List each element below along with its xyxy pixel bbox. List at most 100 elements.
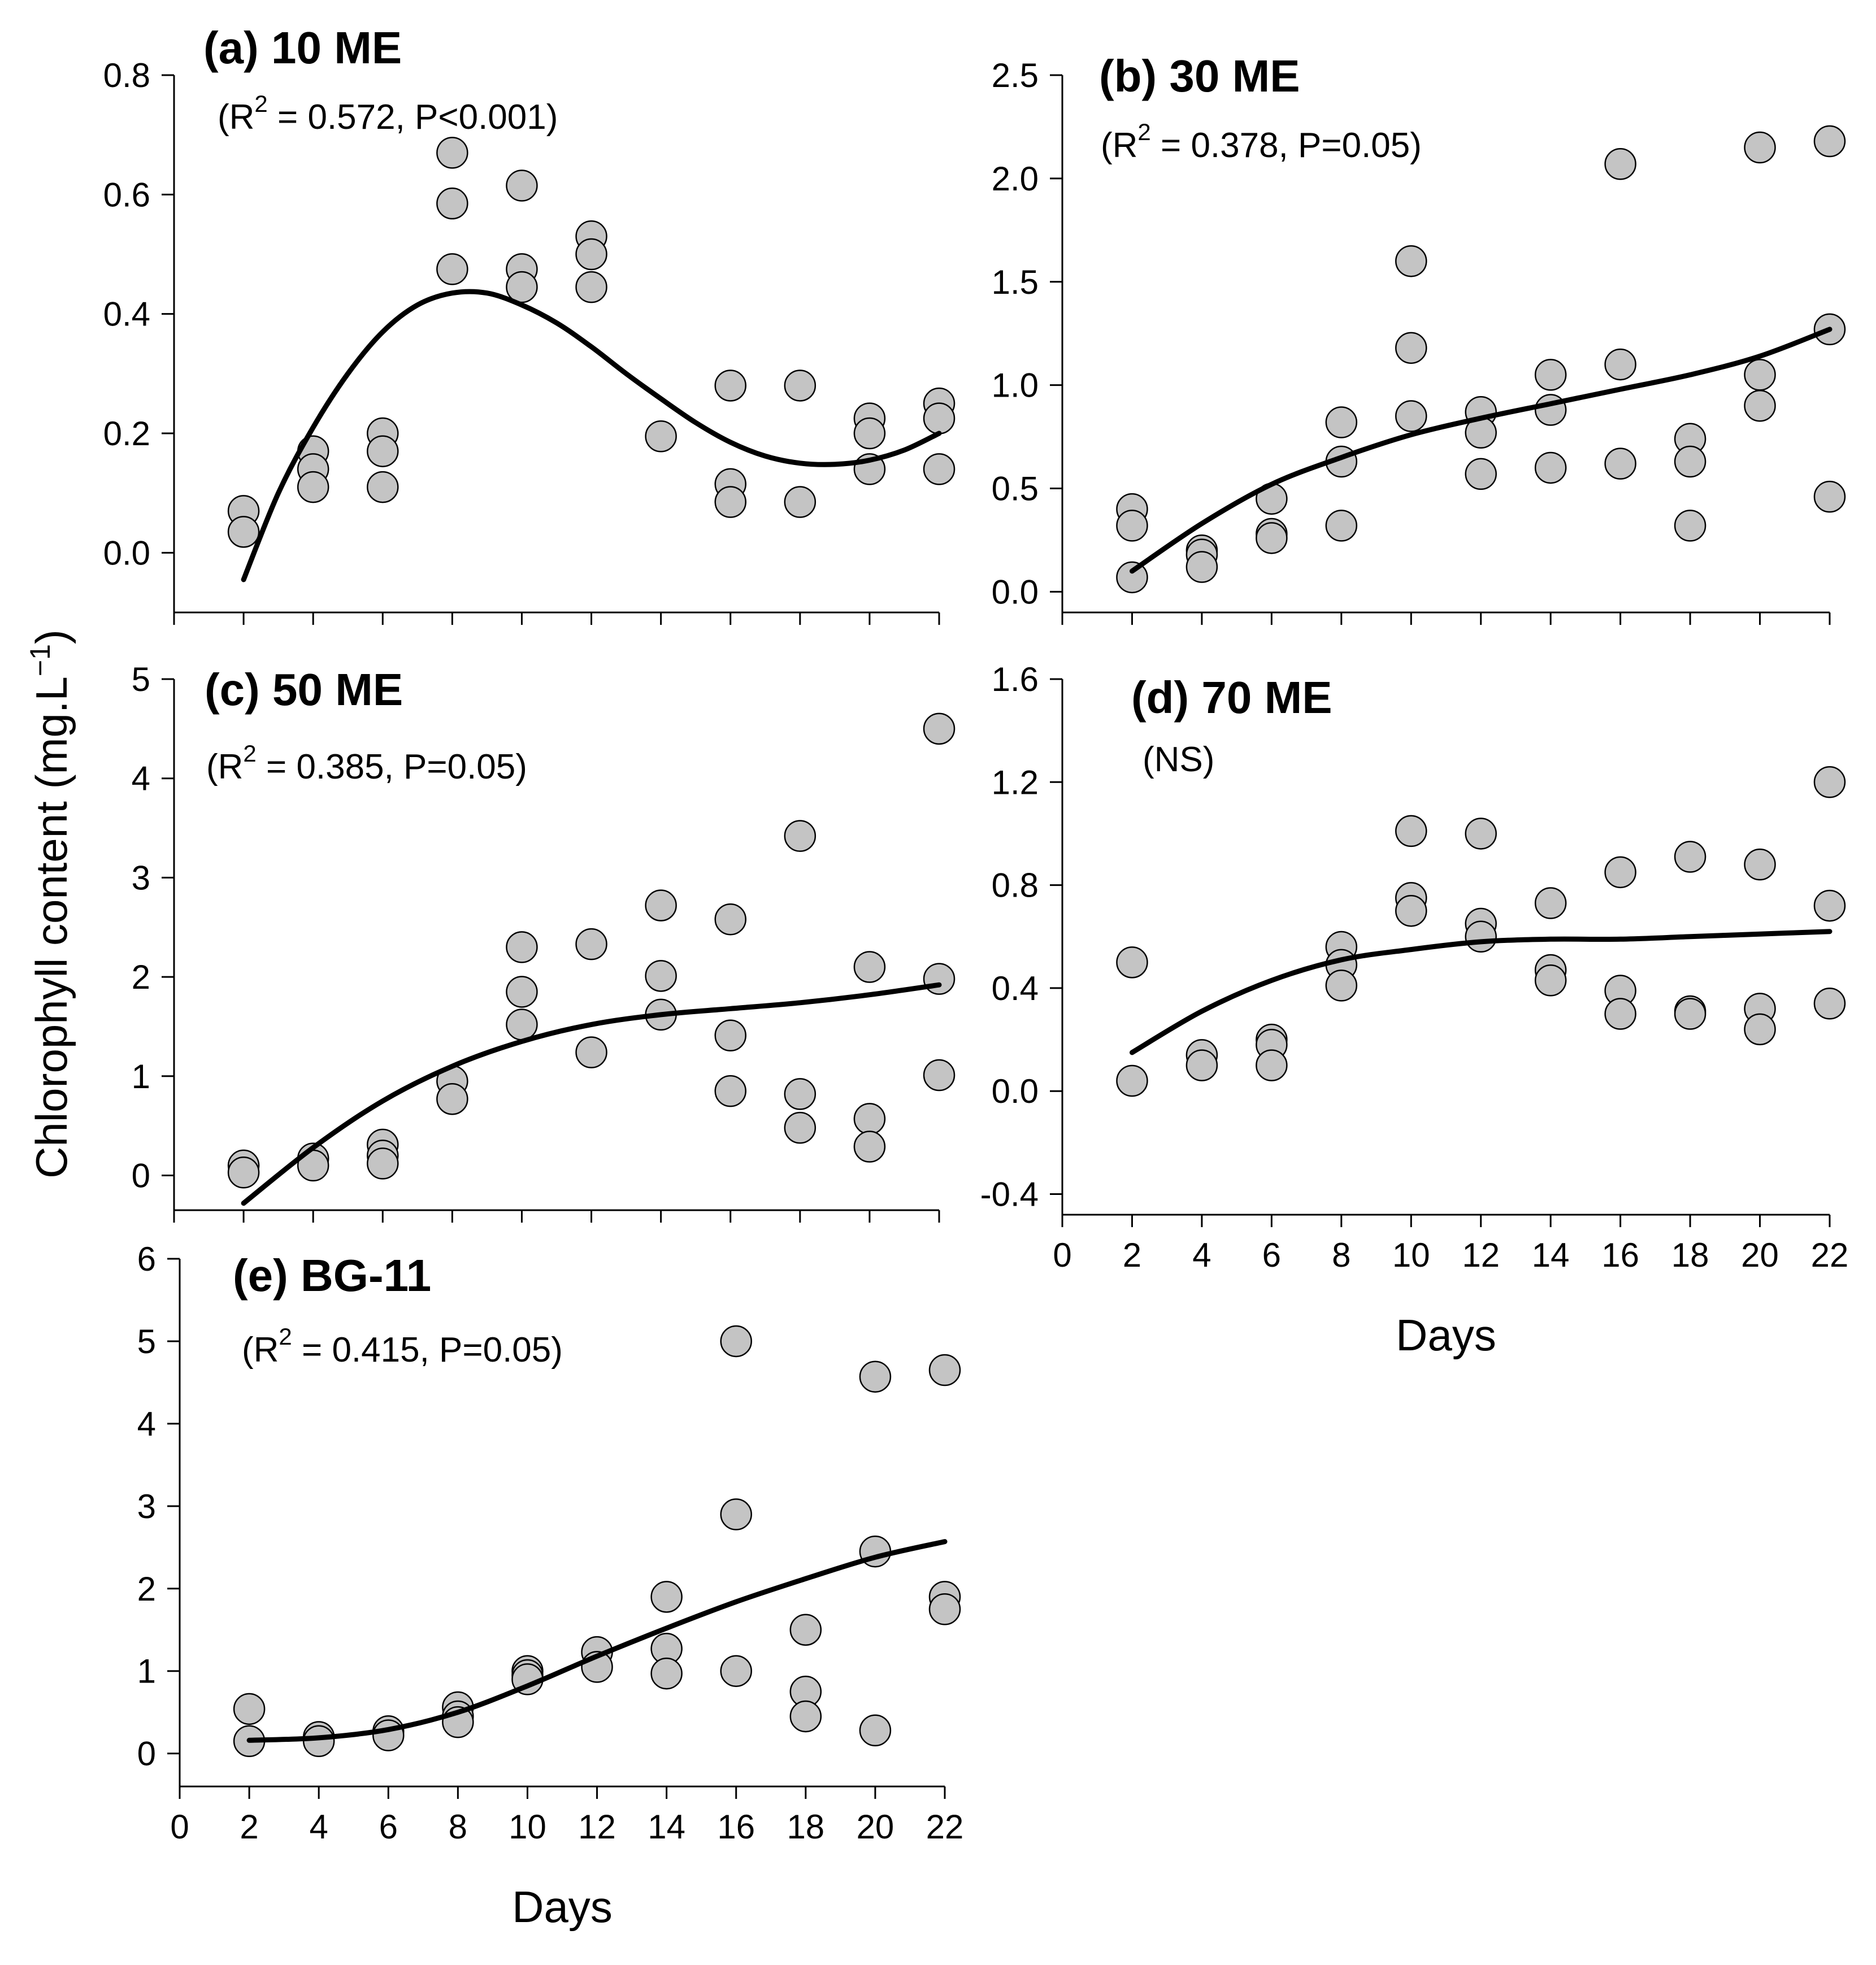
data-point xyxy=(1116,561,1148,594)
panel-title: (d) 70 ME xyxy=(1131,672,1332,723)
data-point xyxy=(853,951,886,983)
panel-title: (c) 50 ME xyxy=(205,664,403,715)
x-tick-label: 12 xyxy=(1462,1236,1500,1274)
y-tick-label: 5 xyxy=(132,660,150,698)
data-point xyxy=(789,1700,822,1733)
fit-curve xyxy=(246,1539,948,1743)
data-point xyxy=(367,435,399,467)
fit-curve xyxy=(241,289,942,582)
x-tick-label: 4 xyxy=(1192,1236,1211,1274)
data-point xyxy=(506,271,538,303)
panel-b: 0.0 0.5 1.0 1.5 2.0 2.5 (b) 30 ME (R2 = 0.378, … xyxy=(992,51,1846,625)
x-axis-title: Days xyxy=(1396,1310,1496,1360)
data-point xyxy=(1813,988,1846,1020)
panel-stats: (R2 = 0.572, P<0.001) xyxy=(218,90,558,137)
data-point xyxy=(720,1498,752,1531)
data-point xyxy=(1744,1013,1776,1046)
x-tick-label: 18 xyxy=(1671,1236,1709,1274)
data-point xyxy=(1465,818,1497,850)
panel-c: 0 1 2 3 4 5 (c) 50 ME (R2 = 0.385, P=0.05) xyxy=(132,660,956,1223)
data-point xyxy=(1534,359,1567,391)
data-point xyxy=(650,1581,683,1613)
data-point xyxy=(506,1008,538,1041)
data-point xyxy=(1813,766,1846,798)
data-point xyxy=(1674,445,1706,478)
y-tick-label: 0.4 xyxy=(103,295,150,333)
data-point xyxy=(1325,510,1358,542)
data-point xyxy=(233,1693,266,1725)
data-point xyxy=(645,420,677,453)
data-point xyxy=(1674,998,1706,1030)
y-axis-title: Chlorophyll content (mg.L−1) xyxy=(24,629,76,1179)
x-tick-label: 0 xyxy=(170,1808,189,1846)
data-point xyxy=(1395,245,1427,277)
data-point xyxy=(1604,148,1636,180)
data-point xyxy=(859,1714,892,1747)
data-point xyxy=(784,369,817,402)
y-tick-label: 2 xyxy=(132,958,150,996)
data-point xyxy=(1534,887,1567,919)
x-tick-label: 10 xyxy=(1392,1236,1430,1274)
data-point xyxy=(1465,458,1497,490)
data-point xyxy=(1744,131,1776,164)
fit-curve xyxy=(1130,327,1832,574)
data-point xyxy=(227,516,260,548)
panel-title: (e) BG-11 xyxy=(233,1250,431,1301)
y-tick-label: 0.0 xyxy=(992,573,1039,611)
data-point xyxy=(506,931,538,963)
data-point xyxy=(1325,406,1358,438)
fit-curve xyxy=(1130,929,1832,1055)
data-point xyxy=(853,1131,886,1163)
y-tick-label: 0 xyxy=(132,1157,150,1195)
x-tick-label: 8 xyxy=(449,1808,467,1846)
data-point xyxy=(1534,451,1567,484)
data-point xyxy=(784,820,817,852)
data-point xyxy=(928,1354,961,1386)
data-point xyxy=(436,137,468,169)
data-point xyxy=(928,1593,961,1625)
y-tick-label: 2.0 xyxy=(992,160,1039,198)
y-tick-label: 1.6 xyxy=(992,660,1039,698)
data-point xyxy=(1604,348,1636,381)
x-tick-label: 20 xyxy=(1741,1236,1779,1274)
data-point xyxy=(923,963,956,995)
y-tick-label: 0 xyxy=(137,1735,156,1773)
data-point xyxy=(436,1083,468,1115)
data-point xyxy=(1604,856,1636,889)
data-point xyxy=(436,187,468,220)
x-tick-label: 6 xyxy=(1262,1236,1281,1274)
data-point xyxy=(372,1719,405,1751)
y-tick-label: 2 xyxy=(137,1570,156,1608)
panel-stats: (NS) xyxy=(1143,740,1214,779)
x-tick-label: 10 xyxy=(509,1808,546,1846)
y-tick-label: 5 xyxy=(137,1323,156,1360)
data-point xyxy=(1185,551,1218,583)
fit-curve xyxy=(241,982,942,1206)
data-point xyxy=(1116,946,1148,979)
panel-stats: (R2 = 0.415, P=0.05) xyxy=(242,1323,563,1370)
panel-title: (b) 30 ME xyxy=(1099,51,1300,101)
x-tick-label: 20 xyxy=(857,1808,894,1846)
panel-title: (a) 10 ME xyxy=(203,23,402,73)
data-point xyxy=(1256,522,1288,554)
y-tick-label: 1.0 xyxy=(992,367,1039,405)
y-tick-label: 6 xyxy=(137,1240,156,1278)
y-tick-label: 0.8 xyxy=(103,56,150,94)
y-tick-label: 3 xyxy=(132,859,150,897)
data-point xyxy=(645,889,677,921)
data-point xyxy=(1604,447,1636,480)
data-point xyxy=(784,1078,817,1110)
data-point xyxy=(714,369,746,402)
data-point xyxy=(575,238,607,271)
x-tick-label: 14 xyxy=(648,1808,685,1846)
data-point xyxy=(720,1325,752,1358)
x-tick-label: 2 xyxy=(1123,1236,1141,1274)
x-tick-label: 16 xyxy=(717,1808,755,1846)
panel-stats: (R2 = 0.385, P=0.05) xyxy=(206,740,527,786)
x-tick-label: 8 xyxy=(1332,1236,1350,1274)
x-tick-label: 12 xyxy=(578,1808,616,1846)
data-point xyxy=(714,1019,746,1052)
y-tick-label: 2.5 xyxy=(992,56,1039,94)
data-point xyxy=(1325,970,1358,1002)
